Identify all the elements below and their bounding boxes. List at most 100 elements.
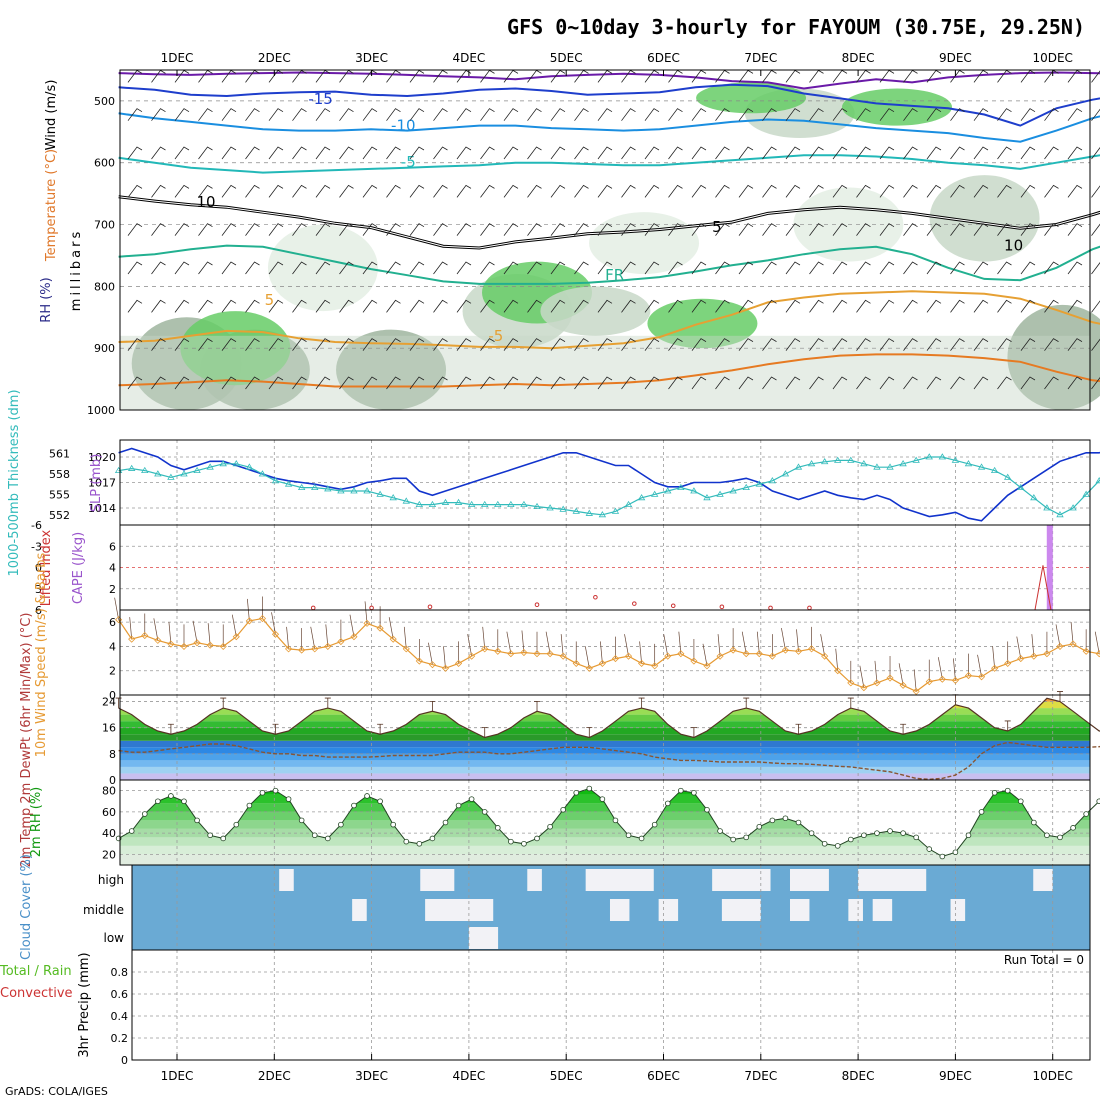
temp-minmax-bar: [900, 723, 907, 735]
wind-marker: [991, 664, 999, 672]
wind-barb: [715, 184, 730, 198]
slp-panel: 1014 1017 1020 552 555 558 561 1000-500mb Thick…: [7, 389, 1100, 577]
cloud-block: [848, 899, 863, 921]
wind-barb: [785, 338, 801, 351]
wind-barb: [1070, 621, 1074, 645]
lifted-index-marker: [427, 604, 433, 610]
wind-barb: [738, 338, 754, 351]
rh-tick-label: 60: [102, 806, 116, 819]
wind-barb: [245, 376, 260, 390]
wind-barb: [715, 146, 730, 160]
wind-barb: [597, 146, 613, 160]
wind-barb: [898, 663, 904, 686]
li-tick-label: 3: [35, 583, 42, 596]
wind-barb: [644, 223, 660, 236]
wind-barb: [762, 184, 777, 198]
wind-barb: [926, 223, 942, 236]
wind-barb: [1067, 376, 1083, 390]
thickness-marker: [402, 497, 410, 504]
wind-barb: [624, 634, 629, 657]
thickness-marker: [768, 477, 777, 484]
wind-barb: [527, 338, 542, 351]
wind-barb: [903, 299, 918, 313]
wind-ylabel: 10m Wind Speed (m/s) & Barbs: [34, 552, 49, 757]
wind-barb: [644, 376, 660, 390]
wind-barb: [480, 184, 495, 198]
wind-marker: [154, 636, 162, 644]
lifted-index-line: [1034, 565, 1052, 611]
wind-barb: [231, 614, 237, 637]
wind-barb: [433, 184, 448, 198]
rh-marker: [468, 796, 475, 802]
wind-barb: [403, 626, 407, 649]
top-axis-date: 1DEC: [161, 51, 194, 65]
thickness-marker: [847, 456, 855, 463]
rh-marker: [651, 821, 658, 828]
wind-tick-label: 6: [109, 616, 116, 629]
rh-marker: [952, 849, 959, 856]
wind-barb: [409, 376, 425, 390]
thickness-marker: [154, 470, 162, 477]
cloud-block: [789, 869, 829, 891]
wind-barb: [268, 184, 284, 198]
wind-barb: [409, 338, 425, 351]
wind-barb: [715, 108, 730, 121]
wind-barb: [756, 631, 760, 654]
wind-barb: [153, 618, 159, 641]
precip-convective-label: Convective: [0, 986, 73, 1001]
temp-minmax-bar: [1057, 691, 1063, 702]
thickness-marker: [624, 500, 633, 507]
wind-barb: [879, 108, 895, 121]
wind-barb: [574, 108, 589, 121]
wind-barb: [832, 261, 848, 275]
rh-marker: [403, 838, 410, 845]
wind-barb: [621, 299, 636, 313]
wind-barb: [339, 223, 354, 236]
rh-marker: [991, 789, 998, 796]
pressure-tick-label: 600: [94, 157, 115, 170]
wind-marker: [781, 646, 789, 654]
wind-barb: [574, 376, 589, 390]
wind-barb: [903, 376, 918, 390]
wind-marker: [206, 641, 214, 649]
wind-barb: [574, 223, 589, 236]
isotherm-line: [118, 112, 1100, 143]
wind-barb: [950, 108, 965, 121]
temp-tick-label: 24: [102, 696, 116, 709]
temp-minmax-bar: [324, 697, 331, 709]
wind-marker: [860, 684, 868, 692]
wind-barb: [691, 146, 707, 160]
rh-marker: [1057, 834, 1063, 841]
wind-barb: [977, 654, 982, 677]
wind-barb: [1091, 338, 1100, 351]
wind-barb: [997, 261, 1012, 275]
wind-barb: [456, 146, 472, 160]
temp-band: [120, 766, 1090, 774]
wind-barb: [668, 223, 683, 236]
wind-barb: [310, 626, 316, 649]
wind-barb: [859, 665, 865, 688]
thickness-marker: [650, 490, 659, 497]
wind-barb: [245, 223, 260, 236]
cloud-block: [279, 869, 294, 891]
wind-barb: [597, 184, 613, 198]
cloud-block: [609, 899, 630, 921]
wind-marker: [651, 662, 659, 670]
contour-label: FR: [605, 266, 624, 284]
wind-marker: [1095, 650, 1100, 658]
wind-barb: [1020, 184, 1036, 198]
rh-tick-label: 80: [102, 785, 116, 798]
wind-barb: [362, 184, 378, 198]
wind-barb: [362, 223, 378, 236]
wind-barb: [832, 338, 848, 351]
wind-barb: [973, 376, 989, 390]
wind-barb: [174, 108, 190, 121]
pressure-tick-label: 700: [94, 219, 115, 232]
rh-marker: [364, 793, 370, 799]
wind-barb: [691, 299, 707, 313]
wind-barb: [903, 223, 918, 236]
temp-ylabel: 2m Temp 2m DewPt (6hr Min/Max) (°C): [19, 613, 34, 868]
top-axis-date: 9DEC: [939, 51, 972, 65]
wind-marker: [193, 639, 201, 647]
rh-band: [120, 811, 1090, 821]
